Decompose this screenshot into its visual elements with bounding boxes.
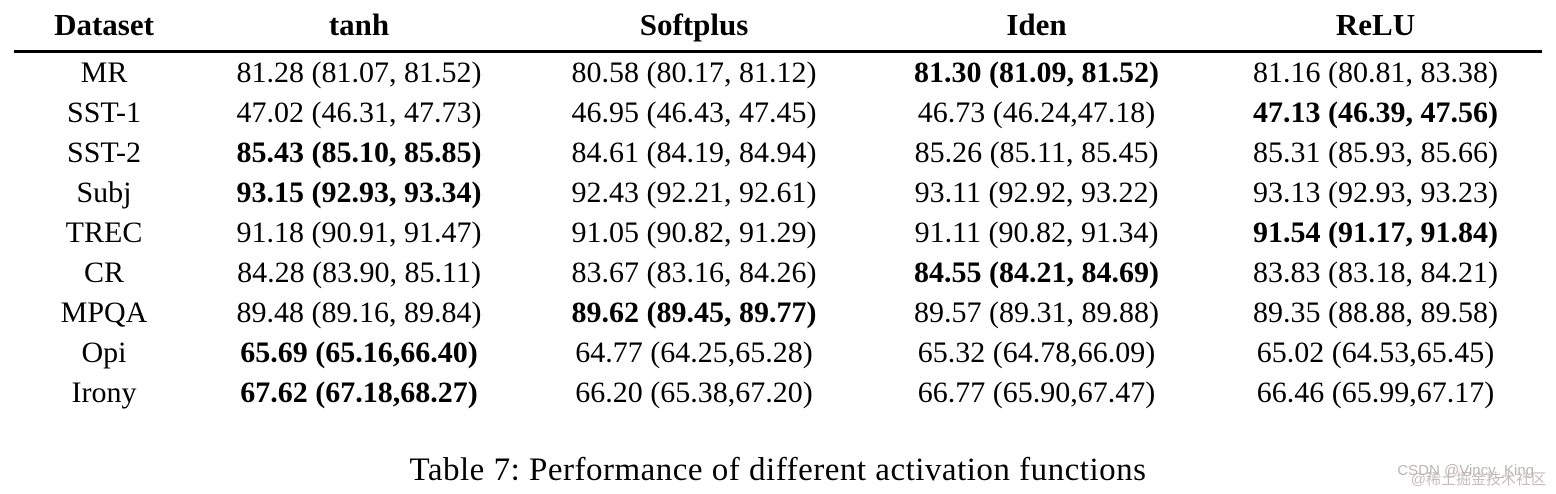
activation-results-table: Dataset tanh Softplus Iden ReLU MR 81.28… — [14, 6, 1542, 413]
cell-softplus: 91.05 (90.82, 91.29) — [571, 216, 817, 250]
column-header-iden: Iden — [864, 6, 1209, 54]
cell-iden: 66.77 (65.90,67.47) — [917, 376, 1156, 410]
cell-softplus: 89.62 (89.45, 89.77) — [571, 296, 817, 330]
cell-iden: 84.55 (84.21, 84.69) — [914, 256, 1159, 290]
table-row: MPQA 89.48 (89.16, 89.84) 89.62 (89.45, … — [14, 293, 1542, 333]
cell-softplus: 46.95 (46.43, 47.45) — [571, 96, 817, 130]
dataset-label: TREC — [65, 216, 143, 250]
table-row: SST-1 47.02 (46.31, 47.73) 46.95 (46.43,… — [14, 93, 1542, 133]
cell-relu: 81.16 (80.81, 83.38) — [1253, 56, 1498, 90]
header-row: Dataset tanh Softplus Iden ReLU — [14, 6, 1542, 54]
dataset-label: Opi — [81, 336, 127, 370]
cell-relu: 66.46 (65.99,67.17) — [1256, 376, 1495, 410]
cell-relu: 91.54 (91.17, 91.84) — [1253, 216, 1498, 250]
cell-iden: 81.30 (81.09, 81.52) — [914, 56, 1159, 90]
table-row: MR 81.28 (81.07, 81.52) 80.58 (80.17, 81… — [14, 52, 1542, 94]
cell-relu: 83.83 (83.18, 84.21) — [1253, 256, 1498, 290]
dataset-label: Subj — [76, 176, 132, 210]
cell-softplus: 64.77 (64.25,65.28) — [575, 336, 813, 370]
cell-tanh: 65.69 (65.16,66.40) — [240, 336, 478, 370]
cell-softplus: 92.43 (92.21, 92.61) — [571, 176, 817, 210]
cell-relu: 89.35 (88.88, 89.58) — [1253, 296, 1498, 330]
cell-tanh: 81.28 (81.07, 81.52) — [236, 56, 482, 90]
cell-tanh: 67.62 (67.18,68.27) — [240, 376, 478, 410]
cell-relu: 85.31 (85.93, 85.66) — [1253, 136, 1498, 170]
dataset-label: MPQA — [60, 296, 148, 330]
table-row: Irony 67.62 (67.18,68.27) 66.20 (65.38,6… — [14, 373, 1542, 413]
table-row: CR 84.28 (83.90, 85.11) 83.67 (83.16, 84… — [14, 253, 1542, 293]
cell-iden: 91.11 (90.82, 91.34) — [914, 216, 1159, 250]
column-header-softplus: Softplus — [524, 6, 864, 54]
cell-tanh: 89.48 (89.16, 89.84) — [236, 296, 482, 330]
cell-softplus: 80.58 (80.17, 81.12) — [571, 56, 817, 90]
cell-relu: 47.13 (46.39, 47.56) — [1253, 96, 1498, 130]
cell-relu: 93.13 (92.93, 93.23) — [1253, 176, 1498, 210]
cell-iden: 65.32 (64.78,66.09) — [917, 336, 1156, 370]
cell-tanh: 85.43 (85.10, 85.85) — [236, 136, 482, 170]
dataset-label: CR — [83, 256, 125, 290]
table-row: TREC 91.18 (90.91, 91.47) 91.05 (90.82, … — [14, 213, 1542, 253]
cell-tanh: 93.15 (92.93, 93.34) — [236, 176, 482, 210]
dataset-label: MR — [80, 56, 128, 90]
cell-relu: 65.02 (64.53,65.45) — [1256, 336, 1495, 370]
cell-tanh: 84.28 (83.90, 85.11) — [237, 256, 481, 290]
cell-tanh: 47.02 (46.31, 47.73) — [236, 96, 482, 130]
cell-softplus: 84.61 (84.19, 84.94) — [571, 136, 817, 170]
cell-softplus: 83.67 (83.16, 84.26) — [571, 256, 817, 290]
paper-page: Dataset tanh Softplus Iden ReLU MR 81.28… — [0, 6, 1556, 494]
table-row: Subj 93.15 (92.93, 93.34) 92.43 (92.21, … — [14, 173, 1542, 213]
column-header-relu: ReLU — [1209, 6, 1542, 54]
column-header-tanh: tanh — [194, 6, 524, 54]
cell-iden: 89.57 (89.31, 89.88) — [914, 296, 1159, 330]
cell-iden: 93.11 (92.92, 93.22) — [914, 176, 1159, 210]
table-row: Opi 65.69 (65.16,66.40) 64.77 (64.25,65.… — [14, 333, 1542, 373]
cell-tanh: 91.18 (90.91, 91.47) — [236, 216, 482, 250]
table-row: SST-2 85.43 (85.10, 85.85) 84.61 (84.19,… — [14, 133, 1542, 173]
column-header-dataset: Dataset — [14, 6, 194, 54]
cell-softplus: 66.20 (65.38,67.20) — [575, 376, 813, 410]
dataset-label: Irony — [71, 376, 137, 410]
dataset-label: SST-1 — [67, 96, 141, 130]
cell-iden: 46.73 (46.24,47.18) — [917, 96, 1156, 130]
cell-iden: 85.26 (85.11, 85.45) — [914, 136, 1159, 170]
dataset-label: SST-2 — [67, 136, 141, 170]
table-caption: Table 7: Performance of different activa… — [409, 452, 1147, 488]
